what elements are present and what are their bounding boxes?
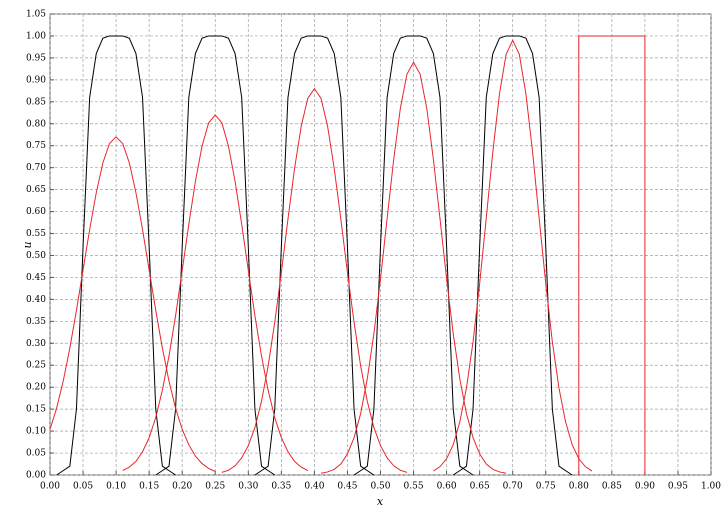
y-tick-label: 0.80 xyxy=(26,119,46,129)
x-tick-label: 0.65 xyxy=(470,482,490,492)
y-tick-label: 0.05 xyxy=(26,449,46,459)
y-tick-label: 0.65 xyxy=(26,185,46,195)
y-tick-label: 0.20 xyxy=(26,383,46,393)
x-tick-label: 0.55 xyxy=(404,482,424,492)
y-tick-label: 1.05 xyxy=(26,10,46,20)
y-tick-label: 0.35 xyxy=(26,317,46,327)
x-tick-label: 0.85 xyxy=(602,482,622,492)
x-tick-label: 1.00 xyxy=(701,482,721,492)
x-tick-label: 0.00 xyxy=(40,482,60,492)
line xyxy=(122,114,309,472)
x-tick-label: 0.75 xyxy=(536,482,556,492)
line xyxy=(56,35,176,476)
line xyxy=(320,61,507,474)
y-tick-label: 0.50 xyxy=(26,251,46,261)
y-tick-label: 0.55 xyxy=(26,229,46,239)
line xyxy=(578,35,646,475)
line xyxy=(49,136,216,472)
y-tick-label: 0.00 xyxy=(26,471,46,481)
x-tick-label: 0.35 xyxy=(271,482,291,492)
y-tick-label: 0.70 xyxy=(26,163,46,173)
y-tick-label: 0.90 xyxy=(26,75,46,85)
line xyxy=(433,39,593,472)
x-axis-label: x xyxy=(377,495,384,508)
x-tick-label: 0.15 xyxy=(139,482,159,492)
x-tick-label: 0.25 xyxy=(205,482,225,492)
line xyxy=(452,35,573,476)
x-tick-label: 0.80 xyxy=(569,482,589,492)
x-tick-label: 0.10 xyxy=(106,482,126,492)
y-tick-label: 0.95 xyxy=(26,53,46,63)
x-tick-label: 0.05 xyxy=(73,482,93,492)
y-tick-label: 0.85 xyxy=(26,97,46,107)
y-tick-label: 0.30 xyxy=(26,339,46,349)
x-tick-label: 0.40 xyxy=(304,482,324,492)
y-axis-label: u xyxy=(21,241,34,248)
line xyxy=(254,35,375,476)
x-tick-label: 0.90 xyxy=(635,482,655,492)
x-tick-label: 0.70 xyxy=(503,482,523,492)
y-tick-label: 0.75 xyxy=(26,141,46,151)
y-tick-label: 1.00 xyxy=(26,31,46,41)
y-tick-label: 0.40 xyxy=(26,295,46,305)
y-tick-label: 0.25 xyxy=(26,361,46,371)
x-tick-label: 0.30 xyxy=(238,482,258,492)
x-tick-label: 0.50 xyxy=(370,482,390,492)
y-tick-label: 0.45 xyxy=(26,273,46,283)
line xyxy=(221,87,408,473)
x-tick-label: 0.45 xyxy=(337,482,357,492)
x-tick-label: 0.60 xyxy=(437,482,457,492)
y-tick-label: 0.10 xyxy=(26,427,46,437)
x-tick-label: 0.95 xyxy=(668,482,688,492)
line xyxy=(353,35,474,476)
x-tick-label: 0.20 xyxy=(172,482,192,492)
y-tick-label: 0.15 xyxy=(26,405,46,415)
y-tick-label: 0.60 xyxy=(26,207,46,217)
